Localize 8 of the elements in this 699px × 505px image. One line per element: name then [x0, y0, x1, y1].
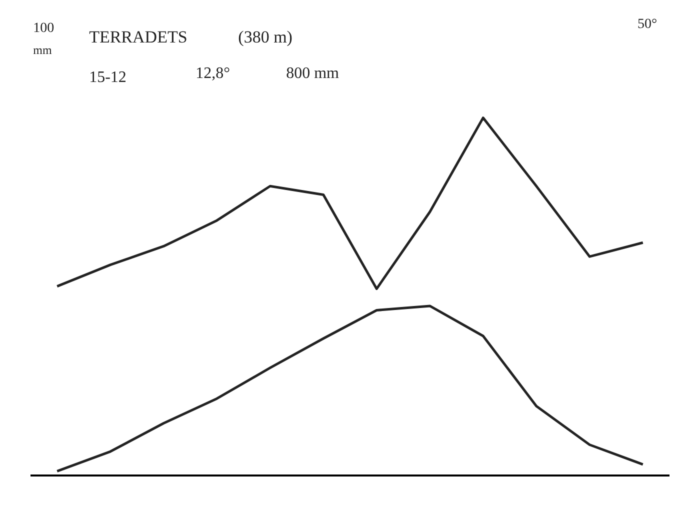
text: 100 [33, 20, 54, 36]
text: mm [33, 43, 52, 57]
text: 800 mm [286, 65, 340, 82]
text: (380 m) [238, 27, 292, 46]
text: 12,8° [196, 65, 230, 82]
text: 15-12 [89, 69, 126, 86]
text: TERRADETS [89, 27, 188, 46]
text: 50° [638, 16, 658, 32]
